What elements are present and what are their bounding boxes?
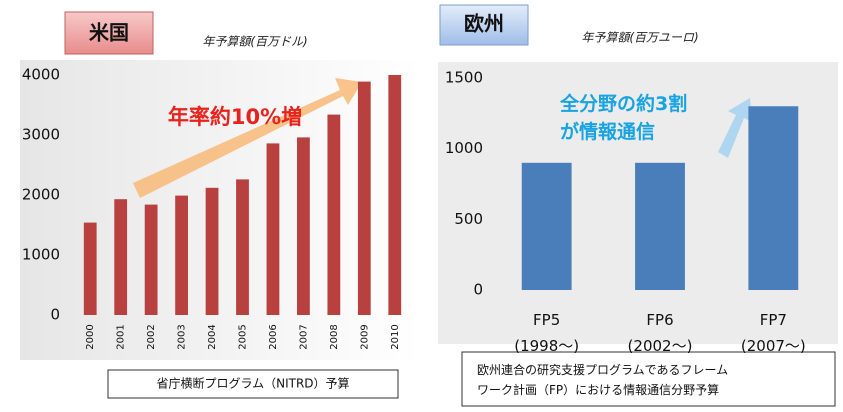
x-tick-label: 2003 (177, 324, 188, 349)
bar (114, 199, 128, 315)
x-tick-label: FP6 (2002～) (628, 311, 693, 355)
badge-label: 欧州 (464, 12, 504, 36)
x-tick-label: 2007 (298, 324, 309, 349)
y-tick-label: 0 (473, 281, 483, 299)
bar (175, 195, 188, 315)
x-tick-label: 2005 (238, 324, 249, 349)
caption-box (461, 351, 836, 407)
y-tick-label: 4000 (22, 66, 60, 84)
bar (297, 137, 310, 315)
x-tick-label: 2006 (268, 324, 279, 349)
x-tick-label: 2010 (390, 324, 401, 349)
bar (144, 204, 158, 315)
caption-box (107, 369, 399, 399)
x-tick-label: 2009 (359, 324, 370, 349)
bar (357, 81, 371, 315)
bar (205, 187, 219, 315)
caption: 欧州連合の研究支援プログラムであるフレームワーク計画（FP）における情報通信分野… (477, 362, 728, 397)
badge-box (439, 4, 529, 46)
x-tick-label: 2008 (329, 324, 340, 349)
badge-label: 米国 (89, 21, 129, 45)
badge-box (64, 11, 154, 55)
bar (388, 75, 402, 315)
x-tick-label: 2001 (116, 324, 127, 349)
unit-label: 年予算額(百万ユーロ) (581, 31, 698, 45)
x-tick-label: 2002 (146, 324, 157, 349)
annotation: 全分野の約3割が情報通信 (559, 92, 687, 143)
y-tick-label: 1500 (445, 69, 483, 87)
y-tick-label: 1000 (445, 139, 483, 157)
y-tick-label: 0 (50, 306, 60, 324)
bar (83, 222, 97, 315)
x-tick-label: FP5 (1998～) (514, 311, 579, 355)
bar (748, 106, 799, 291)
unit-label: 年予算額(百万ドル) (202, 35, 307, 49)
x-tick-label: 2004 (207, 324, 218, 349)
x-tick-label: 2000 (85, 324, 96, 349)
x-tick-label: FP7 (2007～) (741, 311, 806, 355)
bar (521, 162, 572, 290)
trend-arrow (133, 78, 362, 198)
caption: 省庁横断プログラム（NITRD）予算 (156, 376, 349, 391)
annotation: 年率約10%増 (168, 105, 302, 129)
y-tick-label: 1000 (22, 246, 60, 264)
y-tick-label: 500 (454, 210, 483, 228)
bar (236, 179, 249, 315)
bar (327, 114, 341, 315)
y-tick-label: 3000 (22, 126, 60, 144)
bar (266, 143, 280, 315)
y-tick-label: 2000 (22, 186, 60, 204)
trend-arrow (718, 98, 752, 158)
bar (635, 162, 685, 290)
